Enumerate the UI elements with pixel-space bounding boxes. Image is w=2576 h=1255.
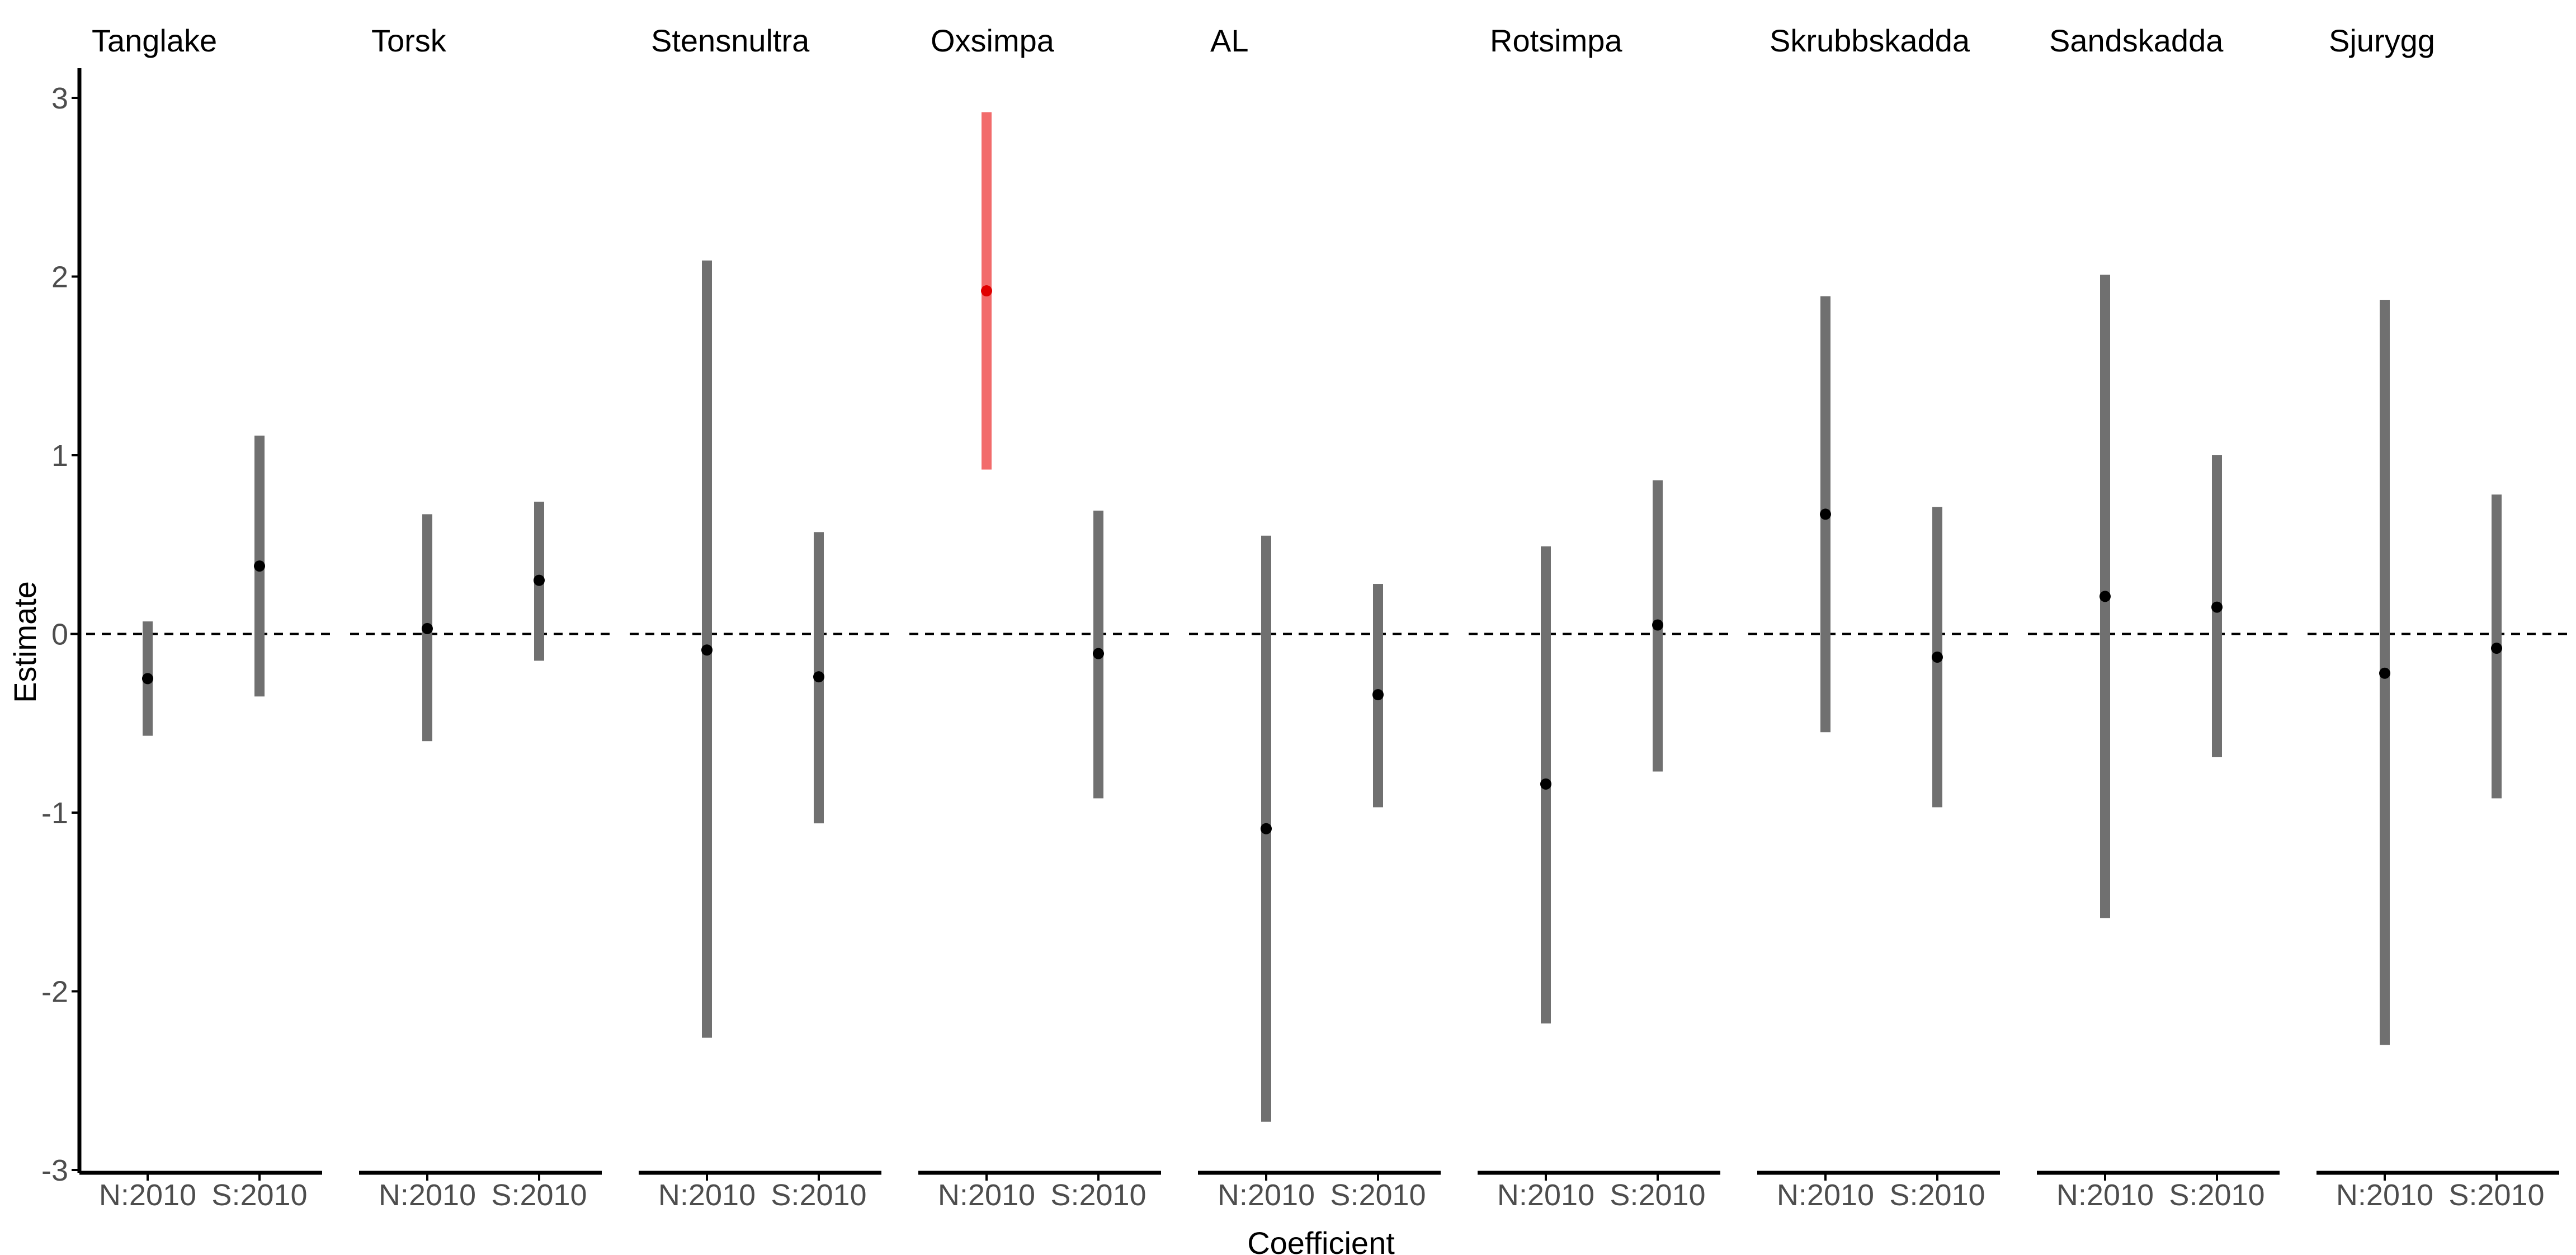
facet-panel-al: AL N:2010 S:2010 bbox=[1189, 23, 1450, 1212]
facet-panel-skrubbskadda: Skrubbskadda N:2010 S:2010 bbox=[1748, 23, 2009, 1212]
x-tick-label: S:2010 bbox=[771, 1178, 866, 1212]
y-tick-label: -2 bbox=[41, 975, 68, 1009]
estimate-point bbox=[2491, 643, 2502, 654]
facet-panel-sandskadda: Sandskadda N:2010 S:2010 bbox=[2028, 23, 2289, 1212]
estimate-point bbox=[2211, 601, 2223, 613]
estimate-point bbox=[534, 574, 545, 586]
panel-title: Sjurygg bbox=[2329, 23, 2435, 58]
x-tick-label: S:2010 bbox=[2448, 1178, 2544, 1212]
facet-panel-torsk: Torsk N:2010 S:2010 bbox=[350, 23, 611, 1212]
estimate-point bbox=[1652, 619, 1663, 631]
x-axis-title: Coefficient bbox=[1247, 1225, 1395, 1255]
facet-panel-rotsimpa: Rotsimpa N:2010 S:2010 bbox=[1469, 23, 1729, 1212]
x-tick-label: S:2010 bbox=[491, 1178, 587, 1212]
panel-title: Sandskadda bbox=[2049, 23, 2224, 58]
x-tick-label: N:2010 bbox=[1497, 1178, 1594, 1212]
x-tick-label: S:2010 bbox=[1330, 1178, 1426, 1212]
estimate-point bbox=[1261, 823, 1272, 834]
estimate-point bbox=[422, 622, 433, 634]
estimate-point bbox=[1540, 778, 1551, 790]
panel-title: Stensnultra bbox=[651, 23, 810, 58]
estimate-point bbox=[1820, 508, 1831, 520]
x-tick-label: S:2010 bbox=[1610, 1178, 1705, 1212]
x-tick-label: N:2010 bbox=[2336, 1178, 2433, 1212]
y-tick-label: 1 bbox=[51, 439, 68, 473]
estimate-point bbox=[2379, 667, 2390, 679]
y-tick-label: 3 bbox=[51, 82, 68, 115]
y-tick-label: 0 bbox=[51, 618, 68, 652]
x-tick-label: N:2010 bbox=[2056, 1178, 2154, 1212]
facet-panel-sjurygg: Sjurygg N:2010 S:2010 bbox=[2308, 23, 2568, 1212]
y-axis: -3 -2 -1 0 1 2 3 bbox=[41, 68, 82, 1187]
estimate-point bbox=[1932, 652, 1943, 663]
x-tick-label: S:2010 bbox=[1050, 1178, 1146, 1212]
x-tick-label: N:2010 bbox=[938, 1178, 1035, 1212]
y-axis-title: Estimate bbox=[7, 581, 43, 703]
x-tick-label: S:2010 bbox=[2169, 1178, 2264, 1212]
x-tick-label: S:2010 bbox=[1889, 1178, 1985, 1212]
estimate-point bbox=[254, 560, 265, 572]
facet-panel-tanglake: Tanglake N:2010 S:2010 bbox=[70, 23, 331, 1212]
panel-title: Skrubbskadda bbox=[1770, 23, 1970, 58]
estimate-point bbox=[142, 673, 153, 685]
panel-title: Torsk bbox=[371, 23, 447, 58]
panel-title: Oxsimpa bbox=[931, 23, 1055, 58]
y-tick-label: -3 bbox=[41, 1154, 68, 1187]
y-tick-label: 2 bbox=[51, 261, 68, 294]
estimate-point bbox=[1372, 689, 1384, 701]
estimate-point bbox=[701, 644, 713, 656]
estimate-point bbox=[813, 671, 824, 683]
estimate-point bbox=[1093, 648, 1104, 659]
x-tick-label: N:2010 bbox=[379, 1178, 476, 1212]
x-tick-label: N:2010 bbox=[658, 1178, 756, 1212]
y-tick-label: -1 bbox=[41, 796, 68, 830]
facet-panel-stensnultra: Stensnultra N:2010 S:2010 bbox=[630, 23, 890, 1212]
panel-title: Tanglake bbox=[92, 23, 217, 58]
x-tick-label: S:2010 bbox=[211, 1178, 307, 1212]
x-tick-label: N:2010 bbox=[1777, 1178, 1874, 1212]
panel-title: AL bbox=[1210, 23, 1249, 58]
x-tick-label: N:2010 bbox=[1218, 1178, 1315, 1212]
x-tick-label: N:2010 bbox=[99, 1178, 196, 1212]
estimate-point bbox=[981, 285, 992, 297]
panel-title: Rotsimpa bbox=[1490, 23, 1622, 58]
facet-panel-oxsimpa: Oxsimpa N:2010 S:2010 bbox=[909, 23, 1170, 1212]
estimate-point bbox=[2100, 591, 2111, 602]
